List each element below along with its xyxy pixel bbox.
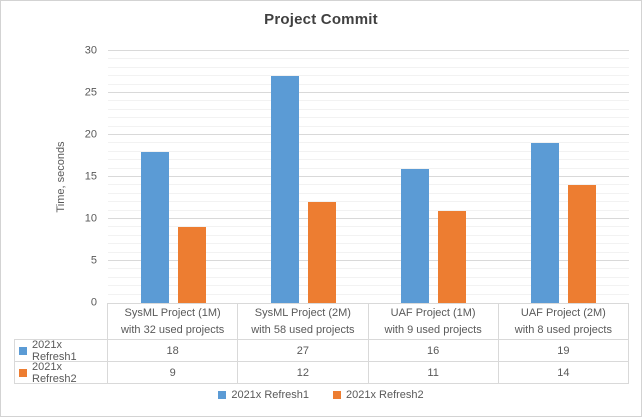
minor-gridline bbox=[108, 142, 629, 144]
y-tick-label: 5 bbox=[90, 254, 97, 267]
bar-series2-cat3 bbox=[438, 210, 467, 303]
minor-gridline bbox=[108, 226, 629, 228]
legend-swatch-icon bbox=[218, 391, 227, 399]
legend-label: 2021x Refresh1 bbox=[231, 389, 309, 401]
bar-series1-cat1 bbox=[140, 151, 169, 303]
bar-series2-cat2 bbox=[307, 202, 336, 303]
y-tick-label: 0 bbox=[90, 296, 97, 309]
y-tick-label: 20 bbox=[84, 128, 97, 141]
table-header-cell-4: UAF Project (2M) with 8 used projects bbox=[498, 303, 629, 340]
major-gridline bbox=[108, 218, 629, 219]
minor-gridline bbox=[108, 293, 629, 295]
minor-gridline bbox=[108, 251, 629, 253]
table-value-cell: 18 bbox=[108, 340, 239, 362]
plot-area bbox=[108, 50, 629, 303]
minor-gridline bbox=[108, 117, 629, 119]
minor-gridline bbox=[108, 100, 629, 102]
bar-series1-cat3 bbox=[401, 168, 430, 303]
major-gridline bbox=[108, 260, 629, 261]
table-value-cell: 11 bbox=[368, 362, 499, 384]
minor-gridline bbox=[108, 66, 629, 68]
minor-gridline bbox=[108, 83, 629, 85]
y-tick-label: 10 bbox=[84, 212, 97, 225]
major-gridline bbox=[108, 176, 629, 177]
minor-gridline bbox=[108, 108, 629, 110]
minor-gridline bbox=[108, 167, 629, 169]
table-header-cell-1: SysML Project (1M) with 32 used projects bbox=[108, 303, 239, 340]
legend-swatch-icon bbox=[333, 391, 341, 399]
bar-series1-cat2 bbox=[270, 76, 299, 303]
y-axis-ticks: 0 5 10 15 20 25 30 bbox=[1, 45, 97, 308]
major-gridline bbox=[108, 92, 629, 93]
y-tick-label: 25 bbox=[84, 86, 97, 99]
table-value-cell: 27 bbox=[238, 340, 369, 362]
minor-gridline bbox=[108, 201, 629, 203]
table-row-label-series2: 2021x Refresh2 bbox=[14, 362, 108, 384]
data-table: SysML Project (1M) with 32 used projects… bbox=[14, 303, 629, 384]
legend-item-series2: 2021x Refresh2 bbox=[333, 389, 424, 401]
table-value-cell: 12 bbox=[238, 362, 369, 384]
table-value-cell: 9 bbox=[108, 362, 239, 384]
minor-gridline bbox=[108, 75, 629, 77]
minor-gridline bbox=[108, 58, 629, 60]
series-name-label: 2021x Refresh1 bbox=[32, 340, 77, 362]
minor-gridline bbox=[108, 184, 629, 186]
minor-gridline bbox=[108, 234, 629, 236]
table-value-cell: 16 bbox=[368, 340, 499, 362]
table-value-cell: 19 bbox=[498, 340, 629, 362]
table-header-cell-3: UAF Project (1M) with 9 used projects bbox=[368, 303, 499, 340]
table-row-label-series1: 2021x Refresh1 bbox=[14, 340, 108, 362]
bar-series1-cat4 bbox=[531, 143, 560, 303]
bar-series2-cat4 bbox=[568, 185, 597, 303]
table-header-cell-2: SysML Project (2M) with 58 used projects bbox=[238, 303, 369, 340]
minor-gridline bbox=[108, 192, 629, 194]
minor-gridline bbox=[108, 209, 629, 211]
minor-gridline bbox=[108, 159, 629, 161]
minor-gridline bbox=[108, 285, 629, 287]
major-gridline bbox=[108, 134, 629, 135]
minor-gridline bbox=[108, 276, 629, 278]
y-tick-label: 30 bbox=[84, 44, 97, 57]
minor-gridline bbox=[108, 125, 629, 127]
series-key-icon bbox=[19, 346, 27, 355]
major-gridline bbox=[108, 50, 629, 51]
legend-item-series1: 2021x Refresh1 bbox=[218, 389, 309, 401]
bar-series2-cat1 bbox=[177, 227, 206, 303]
y-tick-label: 15 bbox=[84, 170, 97, 183]
table-value-cell: 14 bbox=[498, 362, 629, 384]
chart-title: Project Commit bbox=[264, 11, 378, 28]
table-corner-cell bbox=[14, 303, 108, 340]
series-name-label: 2021x Refresh2 bbox=[32, 362, 77, 384]
series-key-icon bbox=[19, 368, 27, 377]
minor-gridline bbox=[108, 243, 629, 245]
minor-gridline bbox=[108, 150, 629, 152]
minor-gridline bbox=[108, 268, 629, 270]
legend: 2021x Refresh1 2021x Refresh2 bbox=[1, 389, 641, 401]
legend-label: 2021x Refresh2 bbox=[346, 389, 424, 401]
